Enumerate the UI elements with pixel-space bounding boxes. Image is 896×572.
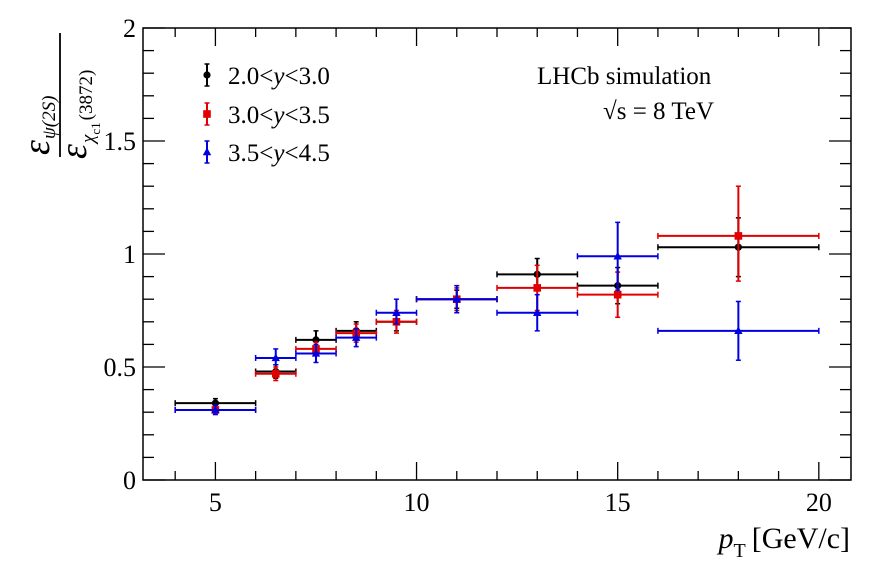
x-tick-label: 5 [209,488,222,517]
point-marker [613,290,622,299]
point-marker [311,348,321,357]
y-tick-label: 2 [123,14,136,43]
y-tick-label: 0 [123,466,136,495]
axis-tick-labels: 5 10 15 20 0 0.5 1 1.5 2 [104,14,832,517]
series-2 [174,221,820,416]
data-point [254,366,297,382]
x-tick-label: 10 [404,488,430,517]
point-marker [734,232,743,240]
data-point [174,404,257,416]
legend-point-marker [202,147,212,156]
x-tick-label: 15 [605,488,631,517]
legend-entry-series-1: 3.0<y<3.5 [203,102,330,129]
axis-ticks [143,27,851,481]
legend-point-marker [203,71,211,79]
legend-entry-series-2: 3.5<y<4.5 [202,140,330,167]
annotation-title: LHCb simulation [537,63,712,90]
y-tick-label: 0.5 [104,353,137,382]
data-point [657,185,820,282]
point-marker [211,405,220,414]
legend-label-series-1: 3.0<y<3.5 [228,102,330,129]
data-point [657,300,820,361]
legend-label-series-2: 3.5<y<4.5 [228,140,330,167]
legend-point-marker [203,110,211,118]
legend-marker-series-1 [203,102,211,126]
y-axis-numerator: εψ(2S) [16,96,60,155]
y-tick-label: 1 [123,240,136,269]
legend: 2.0<y<3.0 3.0<y<3.5 3.5<y<4.5 [202,63,330,167]
data-point [496,293,579,332]
data-point [576,221,659,291]
data-point [375,298,418,325]
annotation-energy: √s = 8 TeV [603,98,714,125]
point-marker [533,284,542,292]
data-point [576,271,659,319]
data-point [415,284,498,314]
point-marker [271,369,280,378]
data-layer [174,185,820,416]
plot-frame [142,27,852,481]
point-marker [352,333,361,341]
legend-marker-series-0 [203,63,211,87]
point-marker [392,308,401,316]
y-axis-denominator: εχc1(3872) [53,70,103,159]
y-tick-label: 1.5 [104,127,137,156]
legend-entry-series-0: 2.0<y<3.0 [203,63,330,90]
y-axis-title: εψ(2S) εχc1(3872) [16,33,103,159]
x-tick-label: 20 [806,488,832,517]
point-marker [452,294,461,303]
data-point [335,327,378,348]
point-marker [533,308,542,316]
legend-label-series-0: 2.0<y<3.0 [228,63,330,90]
data-point [295,343,337,364]
x-axis-title: pT [GeV/c] [717,522,851,562]
legend-marker-series-2 [202,140,212,164]
point-marker [271,353,280,362]
point-marker [734,326,743,335]
point-marker [613,251,622,260]
data-point [254,348,297,366]
